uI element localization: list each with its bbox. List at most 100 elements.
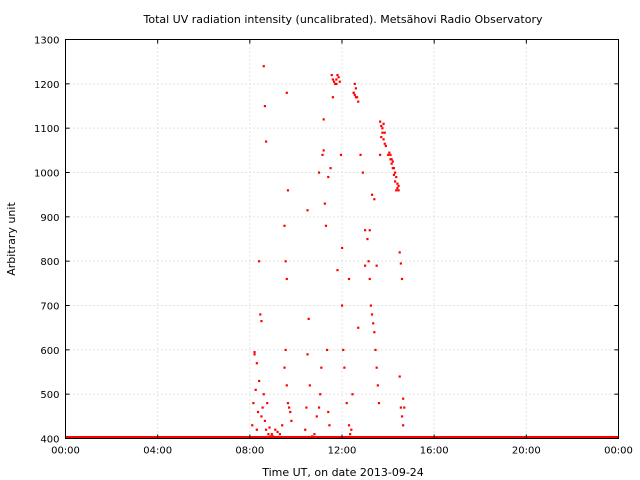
data-point xyxy=(370,313,374,316)
data-point xyxy=(399,406,402,409)
data-point xyxy=(317,171,321,174)
data-point xyxy=(402,424,405,427)
data-point xyxy=(350,428,353,431)
data-point xyxy=(392,173,396,176)
y-axis-label: Arbitrary unit xyxy=(5,202,18,276)
data-point xyxy=(359,153,362,156)
data-point xyxy=(379,153,382,156)
data-point xyxy=(390,158,393,161)
data-point xyxy=(253,353,256,356)
chart-grid xyxy=(65,39,619,439)
y-tick-label: 1000 xyxy=(34,169,59,180)
data-point xyxy=(288,406,291,409)
data-point xyxy=(369,304,373,307)
data-point xyxy=(373,198,376,201)
data-point xyxy=(387,153,390,156)
data-point xyxy=(381,127,384,130)
data-point xyxy=(289,410,292,414)
data-point xyxy=(379,120,382,123)
data-point xyxy=(349,433,352,436)
data-point xyxy=(285,277,288,281)
data-point xyxy=(278,433,281,436)
data-point xyxy=(283,224,286,227)
data-point xyxy=(286,402,290,405)
data-point xyxy=(322,118,325,121)
data-point xyxy=(256,410,260,414)
x-tick-label: 00:00 xyxy=(51,446,80,457)
data-point xyxy=(335,78,338,81)
data-point xyxy=(380,136,383,139)
data-point xyxy=(351,393,354,396)
data-point xyxy=(260,320,263,323)
x-tick-label: 04:00 xyxy=(143,446,172,457)
data-point xyxy=(305,406,308,409)
data-point xyxy=(284,260,287,263)
data-point xyxy=(253,351,256,354)
data-point xyxy=(321,153,324,156)
data-point xyxy=(307,317,310,320)
data-point xyxy=(285,384,288,387)
data-point xyxy=(251,424,254,427)
data-point xyxy=(366,238,369,241)
y-tick-label: 500 xyxy=(40,390,59,401)
data-point xyxy=(269,435,272,438)
plot-frame xyxy=(65,39,619,439)
data-point xyxy=(343,366,346,369)
data-point xyxy=(354,87,358,90)
data-point xyxy=(396,182,399,185)
data-point xyxy=(342,348,345,352)
data-point xyxy=(336,269,339,272)
data-point xyxy=(326,348,329,352)
chart-title: Total UV radiation intensity (uncalibrat… xyxy=(143,13,543,26)
x-tick-label: 08:00 xyxy=(235,446,264,457)
data-point xyxy=(338,80,341,83)
data-point xyxy=(331,96,334,99)
data-point xyxy=(260,415,263,418)
data-point xyxy=(332,80,336,83)
data-point xyxy=(388,151,391,154)
data-point xyxy=(372,322,375,325)
data-point xyxy=(382,122,385,125)
y-tick-label: 1300 xyxy=(34,36,59,47)
data-point xyxy=(323,202,326,205)
data-point xyxy=(345,402,348,405)
y-tick-label: 900 xyxy=(40,213,59,224)
data-point xyxy=(373,331,376,334)
data-point xyxy=(367,260,370,263)
y-tick-label: 400 xyxy=(40,435,59,446)
data-point xyxy=(397,184,400,187)
data-point xyxy=(267,433,270,436)
x-axis-label: Time UT, on date 2013-09-24 xyxy=(261,466,424,479)
data-point xyxy=(313,433,316,436)
y-tick-label: 800 xyxy=(40,257,59,268)
data-point xyxy=(281,424,284,427)
data-point xyxy=(262,393,265,396)
data-point xyxy=(364,264,367,267)
data-point xyxy=(341,304,344,307)
data-point xyxy=(382,138,385,141)
y-tick-label: 1200 xyxy=(34,80,59,91)
data-point xyxy=(328,424,331,427)
data-point xyxy=(322,149,325,152)
data-point xyxy=(384,144,387,148)
data-point xyxy=(391,160,394,163)
data-point xyxy=(286,189,290,192)
data-point xyxy=(377,402,381,405)
data-point xyxy=(254,388,257,391)
axis-ticks xyxy=(65,39,619,439)
data-points xyxy=(251,65,406,438)
data-point xyxy=(258,379,261,383)
data-point xyxy=(389,158,392,161)
data-point xyxy=(398,375,401,378)
data-point xyxy=(335,82,338,86)
data-point xyxy=(364,229,367,232)
data-point xyxy=(353,82,356,86)
data-point xyxy=(255,428,258,431)
data-point xyxy=(399,262,402,265)
x-tick-labels: 00:00 04:00 08:00 12:00 16:00 20:00 00:00 xyxy=(51,446,633,457)
data-point xyxy=(368,277,371,281)
data-point xyxy=(320,366,323,369)
x-tick-label: 20:00 xyxy=(512,446,541,457)
data-point xyxy=(341,246,344,250)
